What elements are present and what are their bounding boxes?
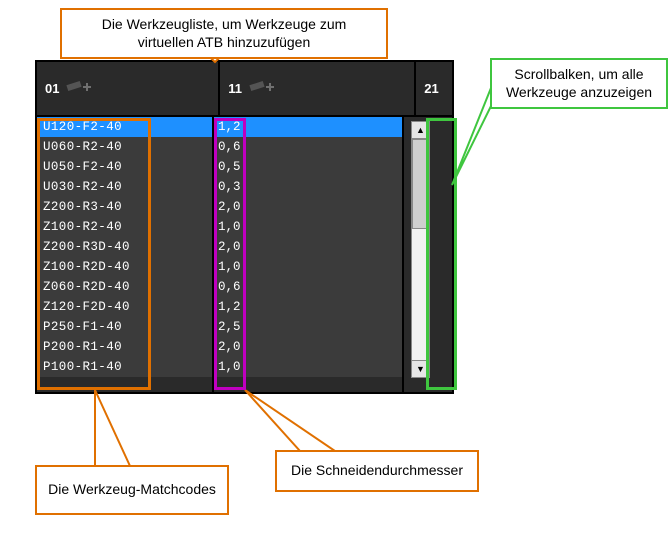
table-row[interactable]: 0,6 <box>214 137 402 157</box>
tool-list-header: 01 11 21 <box>37 62 452 117</box>
table-row[interactable]: 2,0 <box>214 197 402 217</box>
col-header-21-label: 21 <box>424 81 438 96</box>
table-row[interactable]: P100-R1-40 <box>37 357 212 377</box>
table-row[interactable]: U050-F2-40 <box>37 157 212 177</box>
scroll-up-button[interactable]: ▲ <box>412 122 429 139</box>
callout-top-text: Die Werkzeugliste, um Werkzeuge zum virt… <box>102 16 347 50</box>
col-header-11[interactable]: 11 <box>220 62 416 117</box>
scroll-thumb[interactable] <box>412 139 429 229</box>
callout-scrollbar: Scrollbalken, um alle Werkzeuge anzuzeig… <box>490 58 668 109</box>
scroll-down-button[interactable]: ▼ <box>412 360 429 377</box>
table-row[interactable]: Z060-R2D-40 <box>37 277 212 297</box>
table-row[interactable]: U060-R2-40 <box>37 137 212 157</box>
table-row[interactable]: P200-R1-40 <box>37 337 212 357</box>
matchcode-column: U120-F2-40U060-R2-40U050-F2-40U030-R2-40… <box>37 117 214 392</box>
callout-top: Die Werkzeugliste, um Werkzeuge zum virt… <box>60 8 388 59</box>
col-header-11-label: 11 <box>228 81 242 96</box>
table-row[interactable]: 2,5 <box>214 317 402 337</box>
add-tool-icon <box>65 77 93 100</box>
callout-scrollbar-text: Scrollbalken, um alle Werkzeuge anzuzeig… <box>506 66 652 100</box>
table-row[interactable]: 1,2 <box>214 297 402 317</box>
callout-matchcodes-text: Die Werkzeug-Matchcodes <box>48 481 216 497</box>
table-row[interactable]: 2,0 <box>214 337 402 357</box>
table-row[interactable]: 1,0 <box>214 357 402 377</box>
callout-diameter-text: Die Schneidendurchmesser <box>291 462 463 478</box>
callout-matchcodes: Die Werkzeug-Matchcodes <box>35 465 229 515</box>
col-header-01[interactable]: 01 <box>37 62 220 117</box>
table-row[interactable]: 1,0 <box>214 217 402 237</box>
scrollbar[interactable]: ▲ ▼ <box>411 121 430 378</box>
col-header-01-label: 01 <box>45 81 59 96</box>
table-row[interactable]: U030-R2-40 <box>37 177 212 197</box>
table-row[interactable]: 0,6 <box>214 277 402 297</box>
tool-list-body: U120-F2-40U060-R2-40U050-F2-40U030-R2-40… <box>37 117 452 392</box>
table-row[interactable]: 0,5 <box>214 157 402 177</box>
add-tool-icon <box>248 77 276 100</box>
col-header-21[interactable]: 21 <box>416 62 452 117</box>
table-row[interactable]: Z120-F2D-40 <box>37 297 212 317</box>
diameter-column: 1,20,60,50,32,01,02,01,00,61,22,52,01,0 <box>214 117 404 392</box>
table-row[interactable]: Z100-R2D-40 <box>37 257 212 277</box>
tool-list-panel: 01 11 21 U120-F2-40U060 <box>35 60 454 394</box>
table-row[interactable]: Z200-R3-40 <box>37 197 212 217</box>
table-row[interactable]: 0,3 <box>214 177 402 197</box>
callout-diameter: Die Schneidendurchmesser <box>275 450 479 492</box>
table-row[interactable]: 1,2 <box>214 117 402 137</box>
table-row[interactable]: 2,0 <box>214 237 402 257</box>
scroll-track[interactable] <box>412 139 429 360</box>
scroll-column: ▲ ▼ <box>404 117 432 392</box>
table-row[interactable]: Z200-R3D-40 <box>37 237 212 257</box>
table-row[interactable]: Z100-R2-40 <box>37 217 212 237</box>
table-row[interactable]: P250-F1-40 <box>37 317 212 337</box>
table-row[interactable]: 1,0 <box>214 257 402 277</box>
table-row[interactable]: U120-F2-40 <box>37 117 212 137</box>
